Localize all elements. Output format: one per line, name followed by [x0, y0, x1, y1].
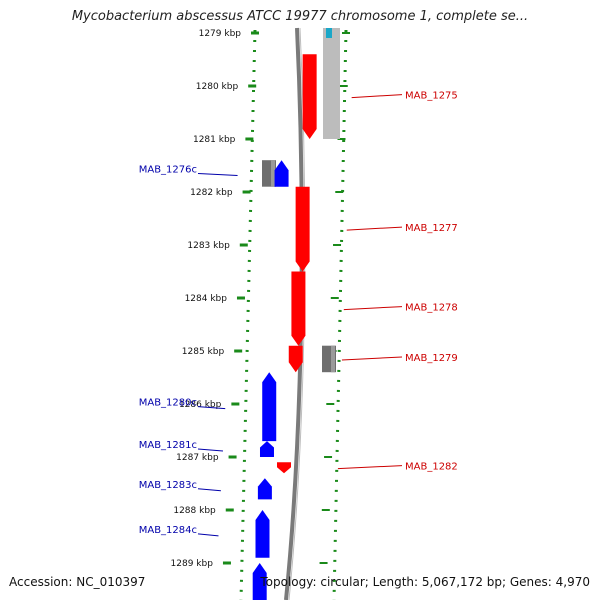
gene-label-leader — [197, 172, 238, 176]
gene-label: MAB_1284c — [139, 525, 197, 536]
forward-gene-arrow[interactable] — [295, 186, 310, 272]
tick-label: 1284 kbp — [185, 294, 228, 304]
genome-summary: Topology: circular; Length: 5,067,172 bp… — [260, 575, 590, 589]
outer-ruler-line — [239, 29, 257, 600]
tick-label: 1289 kbp — [171, 559, 214, 569]
gene-label: MAB_1278 — [405, 303, 458, 314]
gene-label-leader — [337, 465, 403, 470]
gene-label-leader — [351, 94, 403, 99]
reverse-gene-arrow[interactable] — [252, 563, 267, 600]
tick-label: 1281 kbp — [193, 135, 236, 145]
reverse-gene-arrow[interactable] — [274, 160, 289, 187]
gene-label: MAB_1283c — [139, 480, 197, 491]
context-accent — [326, 28, 332, 38]
reverse-gene-arrow[interactable] — [262, 372, 277, 442]
gene-label-leader — [197, 488, 221, 492]
reverse-gene-arrow[interactable] — [257, 478, 272, 500]
tick-label: 1286 kbp — [179, 400, 222, 410]
gene-label-leader — [343, 306, 403, 311]
gene-label-leader — [346, 226, 403, 231]
map-title: Mycobacterium abscessus ATCC 19977 chrom… — [71, 9, 529, 24]
tick-label: 1282 kbp — [190, 188, 233, 198]
forward-gene-arrow[interactable] — [277, 462, 292, 474]
gene-label-leader — [197, 406, 226, 410]
gene-label: MAB_1279 — [405, 353, 458, 364]
gene-label-leader — [197, 448, 224, 452]
gene-label: MAB_1280c — [139, 398, 197, 409]
gene-label-leader — [341, 356, 403, 361]
accession-text: Accession: NC_010397 — [9, 575, 146, 589]
forward-context-band — [323, 28, 340, 139]
tick-label: 1280 kbp — [196, 82, 239, 92]
gene-label: MAB_1275 — [405, 91, 458, 102]
tick-label: 1283 kbp — [187, 241, 230, 251]
gene-label: MAB_1282 — [405, 462, 458, 473]
gene-label: MAB_1276c — [139, 164, 197, 175]
reverse-gene-arrow[interactable] — [259, 441, 274, 457]
tick-label: 1279 kbp — [199, 29, 242, 39]
gene-label-leader — [197, 533, 219, 537]
forward-gene-arrow[interactable] — [291, 271, 306, 346]
forward-gene-arrow[interactable] — [302, 54, 317, 140]
tick-label: 1288 kbp — [173, 506, 216, 516]
gene-label: MAB_1281c — [139, 440, 197, 451]
other-feature-shade — [271, 160, 275, 187]
map-layer: 1279 kbp 1280 kbp 1281 kbp 1282 kbp 1283 kbp… — [139, 27, 458, 600]
tick-label: 1287 kbp — [176, 453, 219, 463]
other-feature-shade — [331, 345, 335, 373]
forward-gene-arrow[interactable] — [288, 345, 303, 373]
reverse-gene-arrow[interactable] — [255, 510, 270, 558]
tick-label: 1285 kbp — [182, 347, 225, 357]
gene-label: MAB_1277 — [405, 223, 458, 234]
